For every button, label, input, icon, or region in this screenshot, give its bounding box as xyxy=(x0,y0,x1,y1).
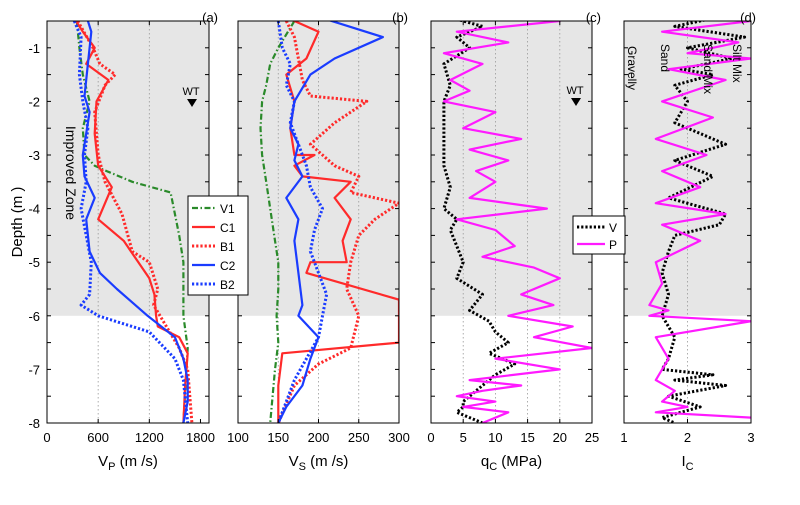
x-tick-label: 1200 xyxy=(135,430,164,445)
x-axis-label: VP (m /s) xyxy=(98,453,158,473)
panel-c: 0 5 10 15 20 25 (c) xyxy=(427,10,601,445)
legend-a: V1 C1 B1 C2 B2 xyxy=(187,195,249,296)
series-b2 xyxy=(72,21,190,423)
improved-zone-shading xyxy=(431,21,592,316)
x-tick-label: 250 xyxy=(348,430,370,445)
legend-label-c2: C2 xyxy=(220,259,236,273)
water-table-label: WT xyxy=(182,86,199,98)
y-tick-label: -4 xyxy=(28,202,40,217)
panel-a: 0 600 1200 1800 (a) xyxy=(43,10,218,445)
x-axis-label: IC xyxy=(681,453,693,473)
y-tick-label: -6 xyxy=(28,309,40,324)
water-table-label: WT xyxy=(566,85,583,97)
x-axis-label: VS (m /s) xyxy=(289,453,349,473)
legend-box xyxy=(572,215,626,255)
y-tick-label: -3 xyxy=(28,148,40,163)
series-b2 xyxy=(276,21,329,423)
legend-label-b1: B1 xyxy=(220,240,235,254)
y-axis-label: Depth (m ) xyxy=(9,187,26,258)
zone-label-gravelly: Gravelly xyxy=(625,46,639,90)
y-tick-label: -5 xyxy=(28,255,40,270)
x-tick-label: 5 xyxy=(460,430,467,445)
improved-zone-shading xyxy=(47,21,209,316)
x-tick-label: 10 xyxy=(488,430,502,445)
x-tick-label: 20 xyxy=(553,430,567,445)
x-tick-label: 100 xyxy=(227,430,249,445)
x-tick-label: 3 xyxy=(747,430,754,445)
x-tick-label: 150 xyxy=(267,430,289,445)
legend-label-v1: V1 xyxy=(220,202,235,216)
x-tick-label: 1 xyxy=(620,430,627,445)
x-tick-label: 1800 xyxy=(186,430,215,445)
legend-label-v: V xyxy=(609,221,617,235)
zone-label-sand: Sand xyxy=(658,44,672,72)
water-table-marker xyxy=(571,98,581,106)
x-tick-label: 600 xyxy=(87,430,109,445)
series-c1 xyxy=(277,21,399,423)
series-v xyxy=(442,21,517,423)
x-tick-label: 300 xyxy=(388,430,410,445)
x-tick-label: 0 xyxy=(43,430,50,445)
series-v1 xyxy=(259,21,296,423)
panel-label: (b) xyxy=(392,10,408,25)
legend-c: VP xyxy=(572,215,626,255)
water-table-marker xyxy=(187,99,197,107)
x-tick-label: 25 xyxy=(585,430,599,445)
x-tick-label: 2 xyxy=(684,430,691,445)
series-c2 xyxy=(81,21,189,423)
zone-label-sand-mix: Sand Mix xyxy=(701,44,715,94)
x-tick-label: 200 xyxy=(308,430,330,445)
legend-label-c1: C1 xyxy=(220,221,236,235)
panel-b: 100 150 200 250 300 (b) xyxy=(227,10,410,445)
panel-label: (c) xyxy=(586,10,601,25)
legend-label-b2: B2 xyxy=(220,278,235,292)
zone-label-silt-mix: Silt Mix xyxy=(730,44,744,83)
series-c2 xyxy=(277,21,384,423)
series-p xyxy=(648,21,751,419)
series-p xyxy=(442,21,592,423)
x-tick-label: 15 xyxy=(520,430,534,445)
y-tick-label: -8 xyxy=(28,416,40,431)
improved-zone-label: Improved Zone xyxy=(63,126,79,220)
panel-label: (d) xyxy=(740,10,756,25)
y-tick-label: -1 xyxy=(28,41,40,56)
series-c1 xyxy=(75,21,189,423)
x-axis-label: qC (MPa) xyxy=(481,453,542,473)
x-tick-label: 0 xyxy=(427,430,434,445)
legend-label-p: P xyxy=(609,238,617,252)
y-tick-label: -7 xyxy=(28,362,40,377)
y-tick-label: -2 xyxy=(28,94,40,109)
panel-label: (a) xyxy=(202,10,218,25)
panel-d: 1 2 3 (d) xyxy=(620,10,756,445)
series-v xyxy=(660,21,747,423)
